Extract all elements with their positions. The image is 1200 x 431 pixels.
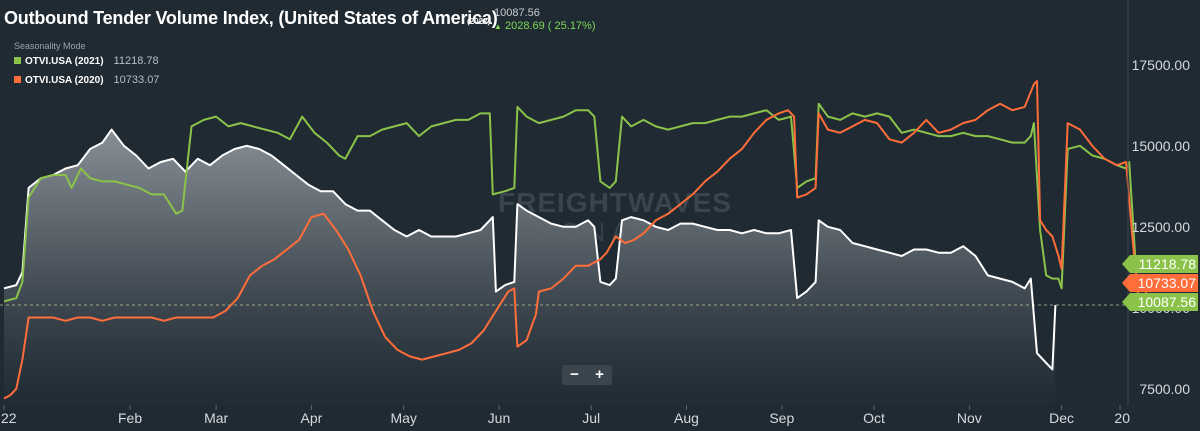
x-tick-label: 22 [1, 410, 17, 426]
legend-name-2020: OTVI.USA (2020) [25, 75, 104, 86]
x-tick-label: 20 [1114, 410, 1130, 426]
last-value-tag [1122, 274, 1198, 292]
x-tick-label: Nov [957, 410, 982, 426]
last-value-tag [1122, 293, 1198, 311]
legend-item-2020[interactable]: OTVI.USA (2020) 10733.07 [14, 74, 159, 86]
legend-swatch-2021 [14, 57, 21, 64]
area-layer [4, 129, 1056, 405]
last-value-labels: 11218.78 10733.07 10087.56 [1122, 255, 1198, 311]
x-axis: 22 Feb Mar Apr May Jun Jul Aug Sep Oct Nov Dec 20 [1, 405, 1130, 426]
change-indicator: ▲ 2028.69 ( 25.17%) [494, 20, 596, 32]
x-tick-label: Dec [1049, 410, 1074, 426]
last-value-tag [1122, 255, 1198, 273]
zoom-in-button[interactable]: + [595, 366, 604, 383]
title-year: (2022) [467, 17, 491, 26]
legend-value-2020: 10733.07 [113, 74, 160, 86]
y-tick-label: 12500.00 [1132, 219, 1191, 235]
line-layer [3, 80, 1149, 400]
watermark-line1: FREIGHTWAVES [498, 187, 732, 218]
legend-item-2021[interactable]: OTVI.USA (2021) 11218.78 [14, 55, 159, 67]
series-line-2 [3, 80, 1149, 400]
seasonality-mode-label: Seasonality Mode [14, 41, 86, 51]
last-value-text: 10733.07 [1138, 275, 1197, 291]
y-tick-label: 17500.00 [1132, 57, 1191, 73]
x-tick-label: Jul [582, 410, 600, 426]
x-tick-label: Mar [204, 410, 228, 426]
series-line-1 [3, 102, 1149, 303]
legend-name-2021: OTVI.USA (2021) [25, 56, 104, 67]
x-tick-label: Jun [488, 410, 511, 426]
x-tick-label: May [390, 410, 416, 426]
last-value-text: 11218.78 [1139, 256, 1197, 272]
change-value: 2028.69 ( 25.17%) [504, 20, 596, 32]
x-tick-label: Sep [769, 410, 794, 426]
x-tick-label: Oct [863, 410, 885, 426]
current-value: 10087.56 [494, 7, 540, 19]
x-tick-label: Feb [118, 410, 142, 426]
up-arrow-icon: ▲ [494, 22, 502, 31]
y-tick-label: 15000.00 [1132, 138, 1191, 154]
series-area-0 [4, 129, 1056, 405]
x-tick-label: Aug [674, 410, 699, 426]
legend-swatch-2020 [14, 76, 21, 83]
chart-title: Outbound Tender Volume Index, (United St… [4, 8, 498, 28]
y-tick-label: 7500.00 [1139, 381, 1190, 397]
zoom-out-button[interactable]: − [570, 366, 579, 383]
legend-value-2021: 11218.78 [113, 55, 159, 67]
last-value-text: 10087.56 [1138, 294, 1197, 310]
x-tick-label: Apr [301, 410, 323, 426]
zoom-controls: − + [562, 365, 612, 385]
